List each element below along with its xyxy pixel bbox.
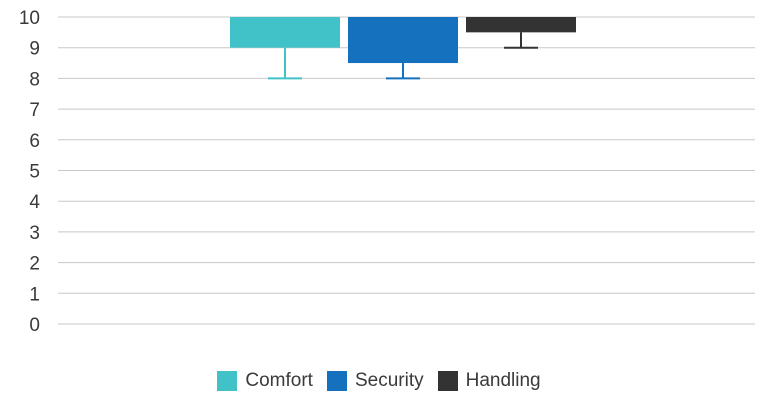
legend-item-handling: Handling — [437, 370, 541, 392]
y-tick-label-9: 9 — [29, 39, 40, 60]
legend-item-comfort: Comfort — [217, 370, 313, 392]
y-tick-label-10: 10 — [19, 8, 40, 29]
legend-swatch-security — [326, 371, 347, 391]
legend-swatch-comfort — [217, 371, 238, 391]
chart-plot: 0 1 2 3 4 5 6 7 8 9 10 — [19, 8, 755, 336]
y-tick-label-6: 6 — [29, 131, 40, 152]
legend-label-security: Security — [354, 370, 424, 391]
y-tick-label-0: 0 — [29, 315, 40, 336]
bar-security — [348, 17, 458, 64]
y-tick-label-4: 4 — [29, 192, 40, 213]
y-tick-label-7: 7 — [29, 100, 40, 121]
bar-handling — [466, 17, 576, 33]
legend-item-security: Security — [326, 370, 424, 392]
y-tick-label-8: 8 — [29, 69, 40, 90]
bar-comfort — [230, 17, 340, 48]
legend-swatch-handling — [437, 371, 458, 391]
y-tick-label-2: 2 — [29, 254, 40, 275]
y-tick-label-3: 3 — [29, 223, 40, 244]
legend-label-handling: Handling — [465, 370, 541, 391]
y-tick-label-1: 1 — [29, 284, 40, 305]
legend-label-comfort: Comfort — [245, 370, 313, 391]
chart-legend: Comfort Security Handling — [0, 370, 758, 392]
y-tick-label-5: 5 — [29, 162, 40, 183]
